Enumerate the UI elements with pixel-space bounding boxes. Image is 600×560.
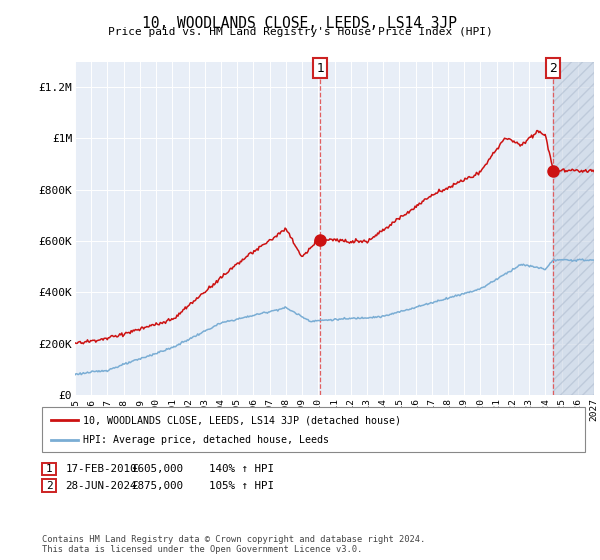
Text: 28-JUN-2024: 28-JUN-2024: [65, 480, 137, 491]
Text: 1: 1: [46, 464, 53, 474]
Bar: [553, 62, 594, 395]
Text: 140% ↑ HPI: 140% ↑ HPI: [209, 464, 274, 474]
Text: Contains HM Land Registry data © Crown copyright and database right 2024.
This d: Contains HM Land Registry data © Crown c…: [42, 535, 425, 554]
Text: 1: 1: [316, 62, 324, 74]
Text: HPI: Average price, detached house, Leeds: HPI: Average price, detached house, Leed…: [83, 435, 329, 445]
Text: 105% ↑ HPI: 105% ↑ HPI: [209, 480, 274, 491]
Text: 17-FEB-2010: 17-FEB-2010: [65, 464, 137, 474]
Text: 10, WOODLANDS CLOSE, LEEDS, LS14 3JP (detached house): 10, WOODLANDS CLOSE, LEEDS, LS14 3JP (de…: [83, 416, 401, 426]
Text: 2: 2: [550, 62, 557, 74]
Text: £875,000: £875,000: [131, 480, 184, 491]
Text: £605,000: £605,000: [131, 464, 184, 474]
Text: 2: 2: [46, 480, 53, 491]
Text: Price paid vs. HM Land Registry's House Price Index (HPI): Price paid vs. HM Land Registry's House …: [107, 27, 493, 37]
Text: 10, WOODLANDS CLOSE, LEEDS, LS14 3JP: 10, WOODLANDS CLOSE, LEEDS, LS14 3JP: [143, 16, 458, 31]
